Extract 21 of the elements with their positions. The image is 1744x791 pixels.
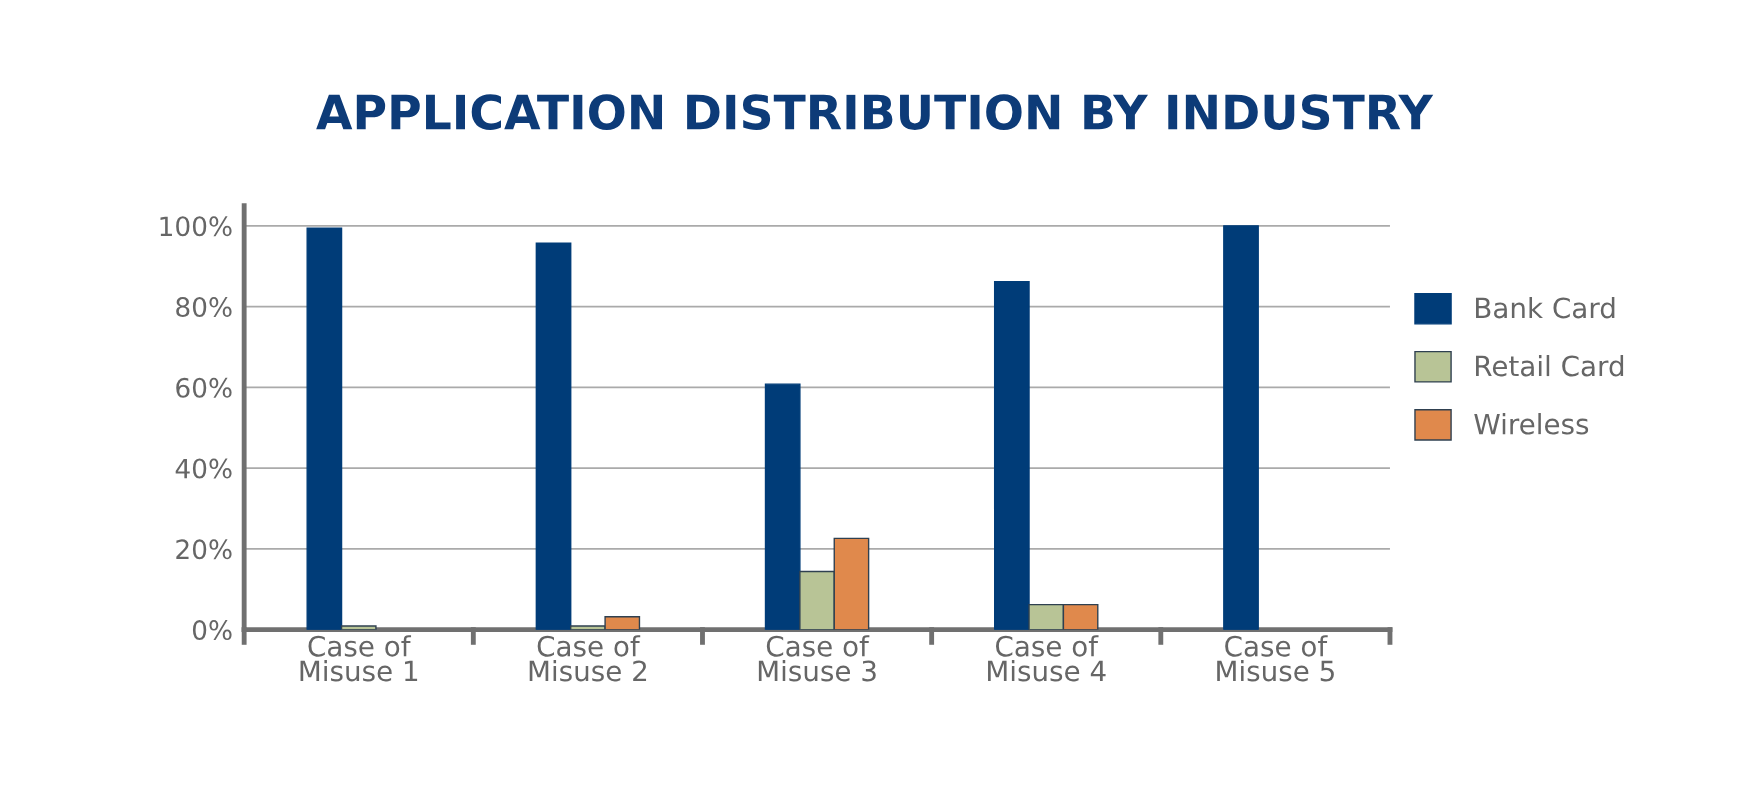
legend-label: Wireless: [1474, 413, 1589, 435]
y-tick-label: 60%: [176, 377, 232, 398]
y-tick-label: 40%: [175, 458, 232, 479]
bar: [1223, 225, 1259, 630]
y-tick-label: 100%: [160, 216, 232, 237]
legend-label: Retail Card: [1476, 354, 1624, 377]
chart-title: APPLICATION DISTRIBUTION BY INDUSTRY: [316, 94, 1434, 130]
x-tick-label: Case of Misuse 5: [1217, 635, 1334, 682]
y-tick-label: 20%: [176, 539, 232, 560]
x-tick-label: Case of Misuse 4: [988, 635, 1106, 682]
x-tick-label: Case of Misuse 3: [758, 635, 876, 682]
y-tick-label: 80%: [176, 297, 232, 318]
bar: [993, 280, 1030, 630]
bar: [535, 242, 572, 630]
bar: [306, 227, 343, 630]
bar: [340, 625, 377, 630]
x-tick-label: Case of Misuse 2: [529, 635, 647, 682]
y-tick-label: 0%: [192, 620, 232, 641]
x-tick-label: Case of Misuse 1: [300, 635, 418, 682]
legend-label: Bank Card: [1476, 296, 1615, 319]
bar: [764, 383, 801, 630]
